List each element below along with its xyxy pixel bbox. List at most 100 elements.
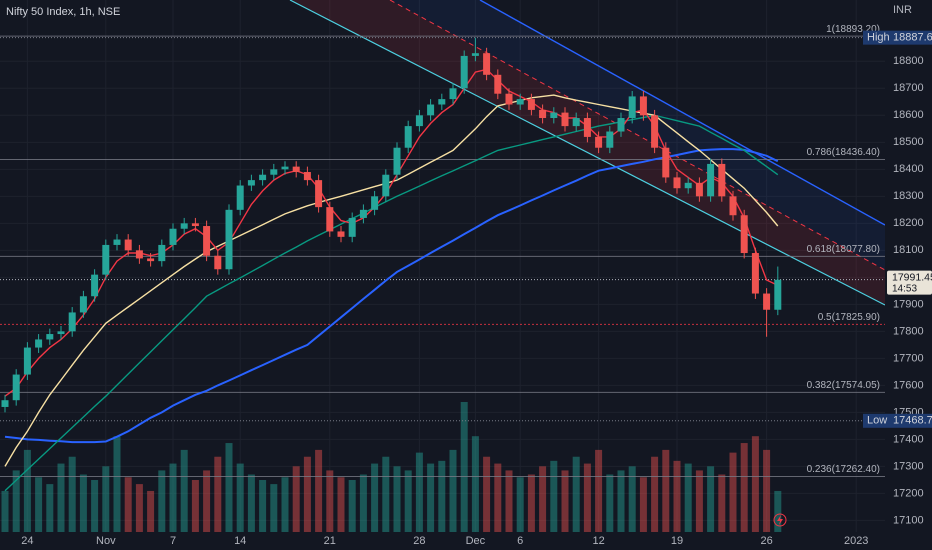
volume-bar [337, 477, 345, 532]
volume-bar [751, 436, 759, 532]
volume-bar [79, 474, 87, 532]
volume-bar [371, 463, 379, 532]
volume-bar [225, 443, 233, 532]
candle-body [359, 209, 367, 218]
candle-body [57, 331, 65, 335]
volume-bar [505, 470, 513, 532]
candle-body [371, 196, 379, 210]
volume-layer [1, 402, 782, 532]
volume-bar [147, 490, 155, 532]
currency: INR [893, 4, 912, 16]
x-tick-label: 24 [21, 535, 33, 547]
candle-body [751, 253, 759, 294]
volume-bar [91, 480, 99, 532]
candle-body [348, 217, 356, 237]
y-tick-label: 18800 [893, 55, 924, 67]
volume-bar [718, 474, 726, 532]
candle-body [527, 99, 535, 110]
x-tick-label: 2023 [844, 535, 868, 547]
candle-body [449, 88, 457, 100]
candle-body [572, 118, 580, 127]
volume-bar [516, 477, 524, 532]
candle-body [158, 244, 166, 262]
low-badge-label: Low [867, 415, 887, 427]
volume-bar [259, 480, 267, 532]
volume-bar [68, 456, 76, 532]
channel-lower [289, 0, 885, 306]
volume-bar [292, 466, 300, 532]
x-tick-label: 19 [671, 535, 683, 547]
y-tick-label: 17200 [893, 487, 924, 499]
candle-body [169, 228, 177, 245]
volume-bar [471, 436, 479, 532]
candle-body [774, 279, 782, 310]
fib-label: 0.236(17262.40) [807, 464, 880, 475]
volume-bar [427, 463, 435, 532]
volume-bar [315, 449, 323, 532]
y-tick-label: 17800 [893, 325, 924, 337]
volume-bar [527, 474, 535, 532]
candle-body [102, 244, 110, 275]
candle-body [225, 209, 233, 270]
chart-title: Nifty 50 Index, 1h, NSE [6, 6, 120, 18]
volume-bar [393, 466, 401, 532]
candle-body [617, 118, 625, 132]
volume-bar [740, 443, 748, 532]
volume-bar [203, 470, 211, 532]
volume-bar [135, 484, 143, 532]
volume-bar [180, 449, 188, 532]
candle-body [684, 182, 692, 189]
candle-body [438, 99, 446, 105]
candle-body [404, 126, 412, 148]
last-price-badge [887, 270, 932, 295]
candle-body [393, 147, 401, 175]
y-tick-label: 17700 [893, 352, 924, 364]
y-tick-label: 18500 [893, 136, 924, 148]
volume-bar [326, 470, 334, 532]
volume-bar [483, 456, 491, 532]
moving-average [4, 114, 779, 492]
axis-layer: 1710017200173001740017500176001770017800… [21, 30, 932, 547]
moving-average [4, 68, 779, 397]
candle-body [382, 174, 390, 197]
y-tick-label: 18200 [893, 217, 924, 229]
volume-bar [382, 456, 390, 532]
candle-body [550, 112, 558, 119]
candle-body [583, 118, 591, 137]
fib-label: 0.5(17825.90) [818, 312, 880, 323]
volume-bar [46, 484, 54, 532]
candle-body [427, 104, 435, 116]
y-tick-label: 17300 [893, 460, 924, 472]
volume-bar [673, 460, 681, 532]
candle-body [539, 109, 547, 119]
volume-bar [303, 456, 311, 532]
x-tick-label: 12 [592, 535, 604, 547]
volume-bar [247, 474, 255, 532]
x-tick-label: 26 [760, 535, 772, 547]
candle-body [79, 296, 87, 313]
candle-body [673, 177, 681, 189]
candle-body [326, 207, 334, 232]
volume-bar [214, 456, 222, 532]
y-tick-label: 18400 [893, 163, 924, 175]
candle-body [292, 166, 300, 173]
volume-bar [415, 452, 423, 532]
y-tick-label: 17400 [893, 433, 924, 445]
channel-center [389, 0, 885, 271]
candle-body [180, 223, 188, 229]
candle-body [191, 223, 199, 227]
volume-bar [695, 470, 703, 532]
candle-body [595, 136, 603, 148]
volume-bar [102, 466, 110, 532]
volume-bar [561, 470, 569, 532]
volume-bar [583, 463, 591, 532]
volume-bar [572, 456, 580, 532]
candle-body [516, 99, 524, 105]
alert-icon[interactable] [773, 513, 787, 527]
volume-bar [35, 477, 43, 532]
x-tick-label: Nov [96, 535, 116, 547]
candle-body [35, 339, 43, 348]
x-tick-label: 28 [413, 535, 425, 547]
candle-body [415, 115, 423, 127]
